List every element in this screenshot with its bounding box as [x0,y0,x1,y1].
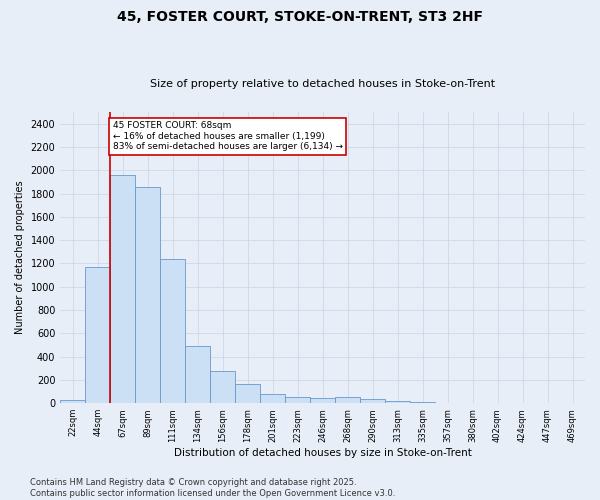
Title: Size of property relative to detached houses in Stoke-on-Trent: Size of property relative to detached ho… [150,79,495,89]
Bar [285,397,310,403]
Bar [260,394,285,403]
Bar [110,175,135,403]
Bar [60,400,85,403]
Bar [185,346,210,403]
X-axis label: Distribution of detached houses by size in Stoke-on-Trent: Distribution of detached houses by size … [173,448,472,458]
Bar [360,399,385,403]
Bar [160,259,185,403]
Bar [410,402,435,403]
Text: Contains HM Land Registry data © Crown copyright and database right 2025.
Contai: Contains HM Land Registry data © Crown c… [30,478,395,498]
Bar [85,267,110,403]
Bar [235,384,260,403]
Text: 45, FOSTER COURT, STOKE-ON-TRENT, ST3 2HF: 45, FOSTER COURT, STOKE-ON-TRENT, ST3 2H… [117,10,483,24]
Text: 45 FOSTER COURT: 68sqm
← 16% of detached houses are smaller (1,199)
83% of semi-: 45 FOSTER COURT: 68sqm ← 16% of detached… [113,122,343,151]
Bar [385,402,410,403]
Bar [435,402,460,403]
Bar [135,186,160,403]
Bar [210,370,235,403]
Y-axis label: Number of detached properties: Number of detached properties [15,181,25,334]
Bar [335,397,360,403]
Bar [310,398,335,403]
